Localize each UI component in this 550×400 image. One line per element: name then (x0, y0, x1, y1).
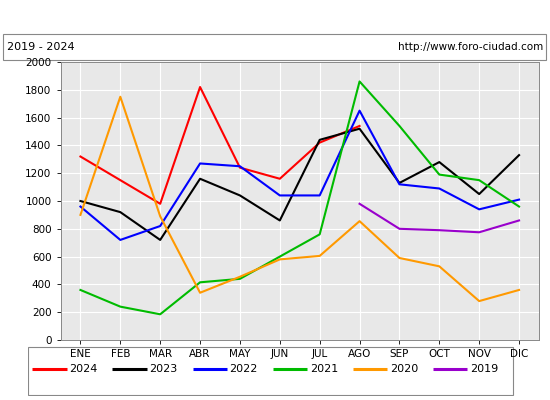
2022 (396, 182, 403, 187)
2024 (277, 176, 283, 181)
Line: 2023: 2023 (80, 129, 519, 240)
2023 (197, 176, 204, 181)
2023 (516, 153, 522, 158)
Text: 2019 - 2024: 2019 - 2024 (7, 42, 74, 52)
2022 (77, 204, 84, 209)
2023 (356, 126, 363, 131)
2021 (157, 312, 163, 317)
2020 (77, 212, 84, 217)
Text: 2020: 2020 (389, 364, 418, 374)
Text: 2023: 2023 (150, 364, 178, 374)
Line: 2022: 2022 (80, 111, 519, 240)
2023 (117, 210, 124, 214)
2019 (476, 230, 482, 235)
2023 (236, 193, 243, 198)
2022 (117, 238, 124, 242)
2022 (436, 186, 443, 191)
2021 (436, 172, 443, 177)
2020 (356, 219, 363, 224)
FancyBboxPatch shape (28, 347, 513, 395)
2021 (396, 124, 403, 128)
Text: http://www.foro-ciudad.com: http://www.foro-ciudad.com (398, 42, 543, 52)
2021 (117, 304, 124, 309)
2024 (117, 178, 124, 182)
Line: 2024: 2024 (80, 87, 360, 204)
2021 (277, 254, 283, 259)
2020 (277, 257, 283, 262)
2020 (197, 290, 204, 295)
2019 (396, 226, 403, 231)
2021 (197, 280, 204, 285)
2022 (316, 193, 323, 198)
2022 (516, 197, 522, 202)
2021 (77, 288, 84, 292)
2020 (436, 264, 443, 269)
2020 (476, 299, 482, 304)
Line: 2021: 2021 (80, 82, 519, 314)
2022 (157, 224, 163, 228)
Text: Evolucion Nº Turistas Nacionales en el municipio de Ulea: Evolucion Nº Turistas Nacionales en el m… (67, 8, 483, 24)
Text: 2024: 2024 (69, 364, 98, 374)
2024 (316, 140, 323, 145)
2020 (236, 274, 243, 279)
2022 (277, 193, 283, 198)
2024 (157, 201, 163, 206)
Text: 2019: 2019 (470, 364, 498, 374)
2022 (476, 207, 482, 212)
2021 (516, 204, 522, 209)
2022 (356, 108, 363, 113)
2022 (236, 164, 243, 169)
2023 (157, 238, 163, 242)
2019 (516, 218, 522, 223)
Line: 2019: 2019 (360, 204, 519, 232)
2024 (77, 154, 84, 159)
2021 (476, 178, 482, 182)
2023 (77, 198, 84, 203)
FancyBboxPatch shape (3, 34, 546, 60)
2021 (236, 276, 243, 281)
Line: 2020: 2020 (80, 97, 519, 301)
2020 (396, 256, 403, 260)
2024 (356, 124, 363, 128)
2023 (436, 160, 443, 164)
2019 (356, 201, 363, 206)
2020 (117, 94, 124, 99)
2024 (236, 165, 243, 170)
Text: 2021: 2021 (310, 364, 338, 374)
2022 (197, 161, 204, 166)
2023 (277, 218, 283, 223)
2021 (356, 79, 363, 84)
2020 (516, 288, 522, 292)
2020 (157, 214, 163, 219)
2023 (316, 138, 323, 142)
2019 (436, 228, 443, 232)
Text: 2022: 2022 (230, 364, 258, 374)
2020 (316, 254, 323, 258)
2021 (316, 232, 323, 237)
2023 (476, 192, 482, 196)
2024 (197, 85, 204, 90)
2023 (396, 180, 403, 185)
